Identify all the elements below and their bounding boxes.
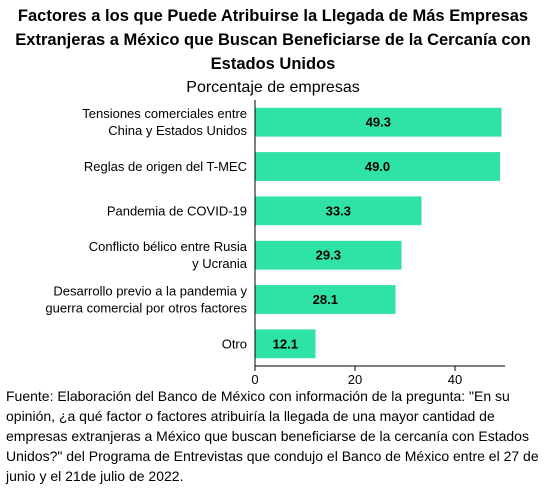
bar	[255, 107, 502, 137]
x-tick-label: 40	[448, 372, 462, 386]
bar	[255, 329, 316, 359]
x-tick-label: 20	[348, 372, 362, 386]
category-label: Desarrollo previo a la pandemia y	[53, 284, 247, 299]
category-label: Conflicto bélico entre Rusia	[89, 239, 248, 254]
category-label: guerra comercial por otros factores	[45, 301, 247, 316]
chart-title: Factores a los que Puede Atribuirse la L…	[15, 7, 531, 73]
bar	[255, 240, 402, 270]
category-label: Tensiones comerciales entre	[82, 106, 247, 121]
data-label: 33.3	[326, 203, 351, 218]
chart-subtitle: Porcentaje de empresas	[186, 79, 360, 96]
data-label: 49.0	[365, 159, 390, 174]
x-tick-label: 0	[251, 372, 258, 386]
category-label: Pandemia de COVID-19	[107, 203, 247, 218]
category-label: y Ucrania	[192, 256, 248, 271]
data-label: 28.1	[313, 292, 338, 307]
category-label: Otro	[222, 336, 247, 351]
category-label: Reglas de origen del T-MEC	[84, 159, 247, 174]
source-footnote: Fuente: Elaboración del Banco de México …	[6, 388, 539, 484]
bar	[255, 196, 422, 226]
data-label: 29.3	[316, 248, 341, 263]
data-label: 49.3	[366, 115, 391, 130]
category-label: China y Estados Unidos	[108, 123, 247, 138]
data-label: 12.1	[273, 336, 298, 351]
bar-chart: 49.3 Tensiones comerciales entre China y E…	[45, 100, 505, 386]
bar	[255, 285, 396, 314]
bar	[255, 152, 500, 181]
